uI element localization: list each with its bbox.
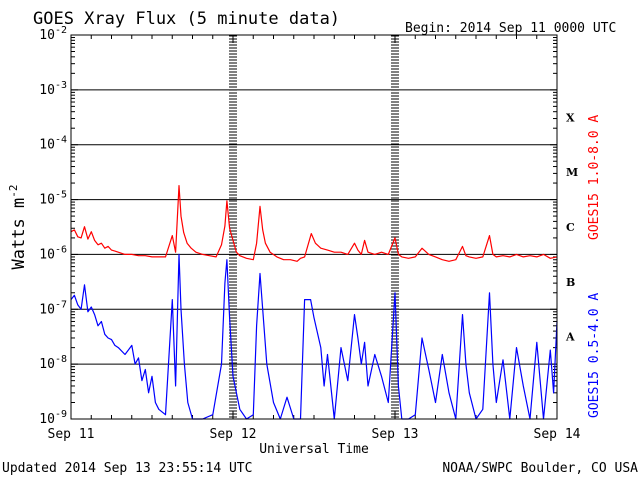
x-tick-labels: Sep 11 Sep 12 Sep 13 Sep 14 [48, 427, 581, 442]
chart-title: GOES Xray Flux (5 minute data) [33, 9, 340, 29]
y-tick-base: 10 [39, 138, 55, 153]
y-axis-label-exponent: -2 [7, 185, 20, 198]
x-tick-label: Sep 14 [534, 427, 581, 442]
flare-class-labels: X M C B A [565, 111, 578, 343]
flare-class-label: B [566, 276, 575, 289]
y-tick-exponent: -4 [55, 135, 67, 146]
begin-label: Begin: 2014 Sep 11 0000 UTC [405, 21, 616, 36]
y-tick-base: 10 [39, 28, 55, 43]
flare-class-label: A [565, 331, 575, 344]
y-tick-label: 10-3 [39, 80, 67, 98]
x-axis-label: Universal Time [259, 442, 369, 457]
plot-frame [70, 34, 558, 420]
y-tick-exponent: -8 [55, 354, 67, 365]
y-tick-base: 10 [39, 247, 55, 262]
flare-class-label: C [566, 221, 575, 234]
flare-class-label: M [566, 166, 578, 179]
y-tick-base: 10 [39, 412, 55, 427]
series-long-line [70, 185, 558, 262]
y-tick-base: 10 [39, 302, 55, 317]
x-tick-label: Sep 13 [372, 427, 419, 442]
y-tick-exponent: -3 [55, 80, 67, 91]
y-tick-exponent: -9 [55, 409, 67, 420]
x-tick-label: Sep 11 [48, 427, 95, 442]
y-tick-label: 10-6 [39, 244, 67, 262]
series-short-line [70, 253, 558, 420]
y-tick-label: 10-9 [39, 409, 67, 427]
y-tick-label: 10-4 [39, 135, 67, 153]
footer-updated: Updated 2014 Sep 13 23:55:14 UTC [2, 461, 252, 476]
data-series [70, 185, 558, 420]
y-tick-exponent: -6 [55, 244, 67, 255]
x-tick-label: Sep 12 [210, 427, 257, 442]
legend-long-wavelength: GOES15 1.0-8.0 A [587, 115, 602, 240]
y-tick-base: 10 [39, 83, 55, 98]
footer-credit: NOAA/SWPC Boulder, CO USA [442, 461, 638, 476]
y-tick-labels: 10-910-810-710-610-510-410-310-2 [39, 25, 67, 427]
y-axis-label: Watts m-2 [7, 185, 29, 270]
y-tick-base: 10 [39, 193, 55, 208]
y-tick-exponent: -2 [55, 25, 67, 36]
legend-short-wavelength: GOES15 0.5-4.0 A [587, 293, 602, 418]
y-tick-base: 10 [39, 357, 55, 372]
y-tick-exponent: -5 [55, 190, 67, 201]
y-tick-label: 10-8 [39, 354, 67, 372]
y-tick-exponent: -7 [55, 299, 67, 310]
y-tick-label: 10-5 [39, 190, 67, 208]
y-tick-label: 10-7 [39, 299, 67, 317]
flare-class-label: X [566, 111, 575, 124]
y-axis-label-text: Watts m [9, 198, 29, 270]
y-tick-label: 10-2 [39, 25, 67, 43]
plot-grid [71, 35, 557, 418]
axis-ticks [70, 34, 558, 420]
